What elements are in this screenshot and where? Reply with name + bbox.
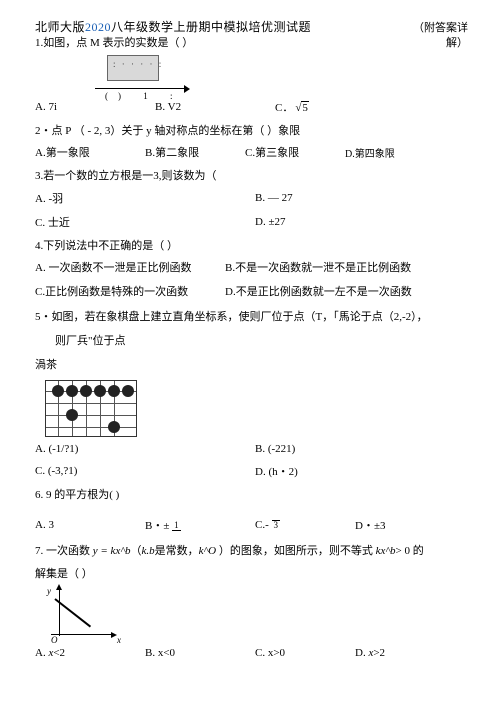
q2-text: 2・点 P （ - 2, 3）关于 y 轴对称点的坐标在第（ ）象限 xyxy=(35,123,468,141)
q4-opt-c: C.正比例函数是特殊的一次函数 xyxy=(35,283,225,299)
q1-opt-c-pre: C． xyxy=(275,102,293,114)
q1-opt-c-val: 5 xyxy=(301,101,309,114)
q5-chessboard xyxy=(45,380,137,437)
q2-opt-b: B.第二象限 xyxy=(145,144,245,160)
q7-opt-b: B. x<0 xyxy=(145,647,255,659)
q3-opt-b: B. — 27 xyxy=(255,192,293,204)
title-post: 八年级数学上册期中模拟培优测试题 xyxy=(111,20,311,34)
q4-opt-d: D.不是正比例函数就一左不是一次函数 xyxy=(225,283,412,299)
q5-opt-a: A. (-1/?1) xyxy=(35,443,255,455)
q3-opt-c: C. 士近 xyxy=(35,214,255,230)
q1-opt-c: C． 5 xyxy=(275,99,375,115)
q5-text2: 则厂兵"位于点 xyxy=(55,333,468,351)
title-right1: （附答案详 xyxy=(413,19,468,35)
q1-opt-b: B. V2 xyxy=(155,101,275,113)
q2-opt-a: A.第一象限 xyxy=(35,144,145,160)
q3-text: 3.若一个数的立方根是一3,则该数为（ xyxy=(35,168,468,186)
q7-text1: 7. 一次函数 y = kx^b（k.b是常数，k^O ）的图象，如图所示，则不… xyxy=(35,543,468,561)
q7-opt-a: A. x<2 xyxy=(35,647,145,659)
title-pre: 北师大版 xyxy=(35,20,85,34)
q2-opt-c: C.第三象限 xyxy=(245,144,345,160)
q4-opt-a: A. 一次函数不一泄是正比例函数 xyxy=(35,259,225,275)
q2-opt-d: D.第四象限 xyxy=(345,145,395,160)
q6-opt-b-pre: B・± xyxy=(145,520,169,532)
q1-text: 1.如图，点 M 表示的实数是（ ） xyxy=(35,35,193,53)
title-year: 2020 xyxy=(85,20,111,34)
main-title: 北师大版2020八年级数学上册期中模拟培优测试题 xyxy=(35,18,311,35)
q6-text: 6. 9 的平方根为( ) xyxy=(35,487,468,505)
q5-opt-d: D. (h・2) xyxy=(255,463,298,479)
q5-opt-c: C. (-3,?1) xyxy=(35,465,255,477)
q5-text1: 5・如图，若在象棋盘上建立直角坐标系，使则厂位于点（T，「馬论于点（2,-2）， xyxy=(35,309,468,327)
title-right2: 解） xyxy=(446,35,468,53)
q6-opt-c: C.- 3 xyxy=(255,519,355,531)
q1-figure: : · · · · : () 1 : xyxy=(95,55,185,95)
q6-opt-b: B・± 1 xyxy=(145,517,255,533)
q3-opt-a: A. -羽 xyxy=(35,190,255,206)
q7-opt-c: C. x>0 xyxy=(255,647,355,659)
q6-opt-a: A. 3 xyxy=(35,519,145,531)
q7-graph: O y x xyxy=(45,588,115,643)
q7-opt-d: D. x>2 xyxy=(355,647,385,659)
q6-opt-d: D・±3 xyxy=(355,517,385,533)
q4-opt-b: B.不是一次函数就一泄不是正比例函数 xyxy=(225,259,411,275)
q3-opt-d: D. ±27 xyxy=(255,216,285,228)
q1-opt-a: A. 7i xyxy=(35,101,155,113)
q5-opt-b: B. (-221) xyxy=(255,443,295,455)
q4-text: 4.下列说法中不正确的是（ ） xyxy=(35,238,468,256)
q7-text2: 解集是（ ） xyxy=(35,566,468,584)
q5-text3: 渦茶 xyxy=(35,357,468,375)
q6-opt-c-pre: C.- xyxy=(255,519,269,531)
